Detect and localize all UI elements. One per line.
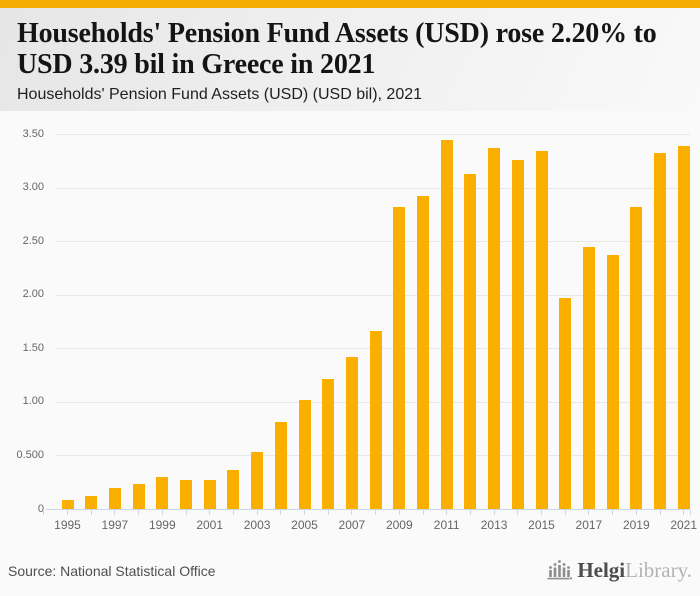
x-axis-tick (43, 510, 45, 515)
x-axis-tick (327, 510, 329, 515)
bar-2004[interactable] (274, 422, 287, 509)
x-axis-label: 2015 (528, 518, 555, 532)
bar-1998[interactable] (132, 484, 145, 509)
x-axis-tick (493, 510, 495, 515)
bar-2017[interactable] (582, 246, 595, 509)
bar-2018[interactable] (606, 255, 619, 509)
x-axis-tick (541, 510, 542, 515)
helgi-library-wordmark: HelgiLibrary. (577, 558, 692, 582)
bar-2015[interactable] (535, 151, 548, 509)
bar-2007[interactable] (345, 356, 358, 509)
bar-2020[interactable] (654, 153, 666, 509)
x-axis-label: 2007 (338, 518, 366, 532)
x-axis-tick (588, 510, 590, 515)
bar-2008[interactable] (369, 331, 382, 509)
x-axis-tick (280, 510, 282, 515)
chart-footer: Source: National Statistical Office (0, 545, 700, 596)
bar-2014[interactable] (511, 159, 524, 509)
x-axis-tick (659, 510, 661, 515)
x-axis-tick (209, 510, 211, 515)
x-axis-tick (304, 510, 305, 515)
chart-header: Households' Pension Fund Assets (USD) ro… (0, 8, 700, 111)
page-title-line2: USD 3.39 bil in Greece in 2021 (17, 49, 376, 80)
bar-2006[interactable] (322, 379, 335, 509)
helgi-bars-icon (546, 557, 573, 588)
bar-1997[interactable] (108, 487, 121, 509)
bar-2013[interactable] (488, 147, 501, 509)
y-gridline (56, 241, 690, 243)
bar-2011[interactable] (440, 140, 453, 509)
y-gridline (56, 294, 690, 296)
x-axis-tick (422, 510, 424, 515)
bar-1995[interactable] (61, 500, 74, 509)
x-axis-tick (375, 510, 377, 515)
bar-2012[interactable] (464, 173, 477, 509)
y-axis-label: 0.500 (16, 448, 44, 461)
x-axis-label: 2009 (385, 518, 413, 532)
y-axis-label: 3.00 (22, 181, 44, 194)
x-axis-label: 1999 (148, 518, 176, 532)
bar-1999[interactable] (156, 476, 169, 509)
bar-2003[interactable] (251, 452, 264, 509)
source-text: Source: National Statistical Office (8, 562, 216, 579)
x-axis-tick (351, 510, 353, 515)
y-axis-label: 2.00 (22, 288, 44, 301)
x-axis-tick (161, 510, 163, 515)
bar-2002[interactable] (227, 470, 240, 509)
x-axis-tick (635, 510, 637, 515)
bar-2001[interactable] (203, 480, 216, 509)
x-axis-tick (612, 510, 614, 515)
y-axis-label: 0 (37, 502, 44, 515)
y-gridline (56, 187, 690, 189)
x-axis-label: 2003 (243, 518, 271, 532)
helgi-library-logo[interactable]: HelgiLibrary. (546, 554, 692, 588)
x-axis-tick (90, 510, 92, 515)
x-axis-tick (689, 510, 691, 515)
y-axis-label: 1.00 (22, 395, 44, 408)
bar-2005[interactable] (298, 399, 311, 509)
x-axis-tick (398, 510, 400, 515)
x-axis-tick (517, 510, 519, 515)
bar-2009[interactable] (393, 206, 406, 509)
bar-2010[interactable] (417, 196, 429, 509)
page-subtitle: Households' Pension Fund Assets (USD) (U… (17, 86, 423, 103)
bar-2021[interactable] (677, 145, 690, 509)
x-axis-label: 1995 (54, 518, 81, 532)
x-axis-label: 2021 (670, 518, 698, 532)
x-axis-label: 2011 (433, 518, 460, 532)
x-axis-tick (138, 510, 140, 515)
x-axis-tick (683, 510, 685, 515)
bar-2019[interactable] (630, 206, 643, 509)
x-axis-label: 1997 (101, 518, 129, 532)
x-axis-tick (185, 510, 187, 515)
page-title-line1: Households' Pension Fund Assets (USD) ro… (17, 18, 657, 49)
x-axis-tick (256, 510, 258, 515)
bar-2000[interactable] (180, 480, 192, 509)
x-axis-tick (114, 510, 116, 515)
x-axis-line (46, 509, 690, 510)
x-axis-label: 2001 (196, 518, 224, 532)
page-title: Households' Pension Fund Assets (USD) ro… (17, 18, 683, 80)
bar-1996[interactable] (85, 496, 98, 509)
y-gridline (56, 134, 690, 135)
x-axis-tick (469, 510, 471, 515)
x-axis-tick (564, 510, 566, 515)
x-axis-label: 2005 (291, 518, 318, 532)
x-axis-label: 2019 (622, 518, 650, 532)
x-axis-tick (67, 510, 68, 515)
y-axis-label: 2.50 (22, 234, 44, 247)
x-axis-tick (232, 510, 234, 515)
bar-chart: 0 0.500 1.00 1.50 2.00 2.50 3.00 3.50 1995 1997 19… (0, 111, 700, 545)
y-axis-label: 3.50 (22, 127, 44, 140)
x-axis-label: 2013 (480, 518, 508, 532)
y-axis-label: 1.50 (22, 341, 44, 354)
bar-2016[interactable] (559, 297, 572, 509)
x-axis-tick (446, 510, 448, 515)
top-accent-bar (0, 0, 700, 8)
x-axis-label: 2017 (575, 518, 603, 532)
